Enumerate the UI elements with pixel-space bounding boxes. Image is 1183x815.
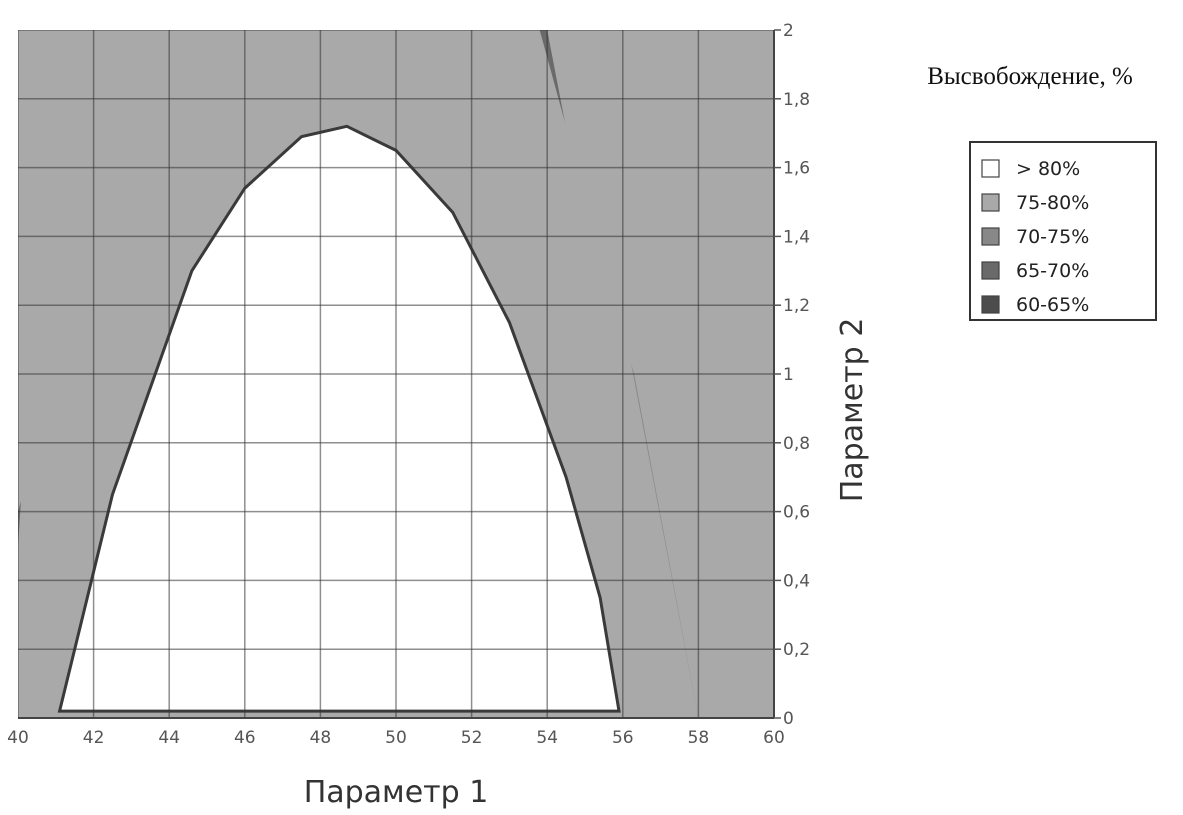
legend-box	[969, 141, 1157, 321]
x-tick-label: 54	[536, 728, 558, 748]
y-axis-label: Параметр 2	[835, 318, 870, 503]
legend-label: 75-80%	[1016, 192, 1089, 214]
x-tick-label: 52	[461, 728, 483, 748]
x-tick-label: 58	[688, 728, 710, 748]
y-tick-label: 0,8	[783, 434, 810, 454]
y-tick-label: 1	[783, 365, 794, 385]
legend-swatch	[981, 261, 1000, 280]
legend-label: > 80%	[1016, 158, 1080, 180]
x-tick-label: 42	[83, 728, 105, 748]
legend-label: 60-65%	[1016, 294, 1089, 316]
x-tick-label: 50	[385, 728, 407, 748]
plot-area	[18, 30, 774, 718]
legend-swatch	[981, 295, 1000, 314]
x-tick-label: 46	[234, 728, 256, 748]
chart-title: Высвобождение, %	[927, 63, 1133, 90]
legend: > 80% 75-80% 70-75% 65-70% 60-65%	[969, 141, 1157, 321]
x-axis-label: Параметр 1	[304, 775, 489, 810]
legend-swatch	[981, 193, 1000, 212]
y-tick-label: 1,6	[783, 159, 810, 179]
y-tick-label: 1,4	[783, 227, 810, 247]
grid	[18, 30, 774, 718]
legend-swatch	[981, 227, 1000, 246]
y-tick-label: 0,2	[783, 640, 810, 660]
x-tick-label: 48	[310, 728, 332, 748]
x-tick-label: 60	[763, 728, 785, 748]
y-tick-label: 0	[783, 709, 794, 729]
legend-label: 65-70%	[1016, 260, 1089, 282]
legend-label: 70-75%	[1016, 226, 1089, 248]
x-tick-label: 44	[158, 728, 180, 748]
x-tick-label: 40	[7, 728, 29, 748]
y-tick-label: 2	[783, 21, 794, 41]
x-tick-label: 56	[612, 728, 634, 748]
y-tick-label: 1,2	[783, 296, 810, 316]
region-left-7580	[18, 30, 155, 718]
legend-swatch	[981, 159, 1000, 178]
y-tick-label: 0,6	[783, 503, 810, 523]
y-tick-label: 0,4	[783, 571, 810, 591]
y-tick-label: 1,8	[783, 90, 810, 110]
